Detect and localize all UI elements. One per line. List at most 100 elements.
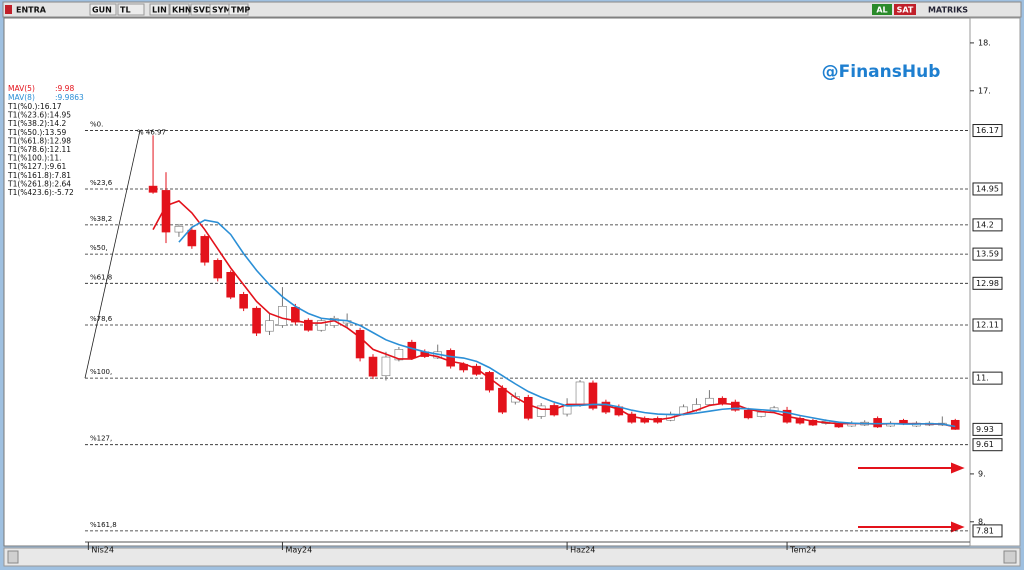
legend-value: :9.98 <box>55 84 74 93</box>
price-box <box>972 276 1003 290</box>
fib-label: %50, <box>90 244 108 252</box>
toolbar-button[interactable] <box>89 3 117 16</box>
toolbar-button-label[interactable]: TL <box>120 6 131 15</box>
fib-legend: T1(%50.):13.59 <box>7 128 66 137</box>
symbol[interactable]: ENTRA <box>16 6 47 15</box>
arrows <box>858 462 965 533</box>
fib-label: %0. <box>90 121 103 129</box>
candle-body <box>950 419 960 430</box>
candle-body <box>523 396 533 419</box>
fib-label: %78,6 <box>90 315 113 323</box>
candle-body <box>834 423 844 428</box>
toolbar-button-label[interactable]: KHN <box>172 6 192 15</box>
fib-label: %161,8 <box>90 521 117 529</box>
price-box <box>972 124 1003 138</box>
fib-legend: T1(%38.2):14.2 <box>7 119 66 128</box>
candle-body <box>536 405 546 417</box>
toolbar-button-label[interactable]: GUN <box>92 6 112 15</box>
candle-body <box>148 185 158 193</box>
fib-label: %61,8 <box>90 273 112 281</box>
y-tick-label: 17. <box>978 86 991 95</box>
candle-body <box>304 319 313 331</box>
price-box <box>972 524 1003 538</box>
candle-body <box>808 419 818 426</box>
candle-body <box>316 320 326 331</box>
scroll-left[interactable] <box>7 550 19 564</box>
toolbar-button-label[interactable]: SYM <box>212 6 232 15</box>
legend-value: :9.9863 <box>55 93 84 102</box>
candle-body <box>407 341 417 359</box>
price-box <box>972 247 1003 261</box>
last-price-box <box>972 422 1003 436</box>
toolbar-button[interactable] <box>117 3 145 16</box>
fib-label: %38,2 <box>90 215 112 223</box>
toolbar <box>2 1 1022 18</box>
candle-body <box>368 356 378 377</box>
toolbar-button[interactable] <box>228 3 249 16</box>
candle-body <box>498 387 507 413</box>
candle-body <box>756 411 766 417</box>
candle-body <box>174 226 184 233</box>
candle-body <box>213 260 223 279</box>
candle-body <box>575 381 585 405</box>
watermark: @FinansHub <box>822 62 941 82</box>
y-tick-label: 8. <box>978 517 986 526</box>
annotation: % 46.97 <box>137 129 166 137</box>
fib-legend: T1(%61.8):12.98 <box>7 136 71 145</box>
fib-label: %100, <box>90 368 112 376</box>
price-box-label: 14.2 <box>976 220 994 229</box>
price-box <box>972 218 1003 232</box>
x-tick-label: Haz24 <box>570 546 595 555</box>
price-box <box>972 371 1003 385</box>
fib-trend-line <box>84 130 141 379</box>
fib-legend: T1(%423.6):-5.72 <box>7 188 74 197</box>
price-box <box>972 182 1003 196</box>
candle-body <box>355 329 365 359</box>
fib-legend: T1(%78.6):12.11 <box>7 145 71 154</box>
brand: MATRIKS <box>928 6 968 15</box>
price-box-label: 12.11 <box>976 320 999 329</box>
y-tick-label: 18. <box>978 38 991 47</box>
candle-body <box>472 365 481 375</box>
candle-body <box>239 294 248 309</box>
arrow-head <box>951 462 965 474</box>
sell-label[interactable]: SAT <box>897 6 914 15</box>
y-tick-label: 9. <box>978 469 986 478</box>
scrollbar[interactable] <box>3 547 1021 567</box>
fib-legend: T1(%23.6):14.95 <box>7 111 71 120</box>
price-box-label: 14.95 <box>976 184 999 193</box>
sell-button[interactable] <box>894 4 916 15</box>
toolbar-button-label[interactable]: SVD <box>193 6 212 15</box>
toolbar-button[interactable] <box>169 3 190 16</box>
logo <box>5 5 12 14</box>
candle-body <box>291 306 300 323</box>
fib-legend: T1(%261.8):2.64 <box>7 179 71 188</box>
candle-body <box>743 409 753 419</box>
price-box <box>972 438 1003 452</box>
legend-name: MAV(5) <box>8 84 35 93</box>
buy-button[interactable] <box>872 4 892 15</box>
price-box-label: 11. <box>976 374 989 383</box>
candle-body <box>485 372 494 391</box>
toolbar-button[interactable] <box>149 3 170 16</box>
scroll-right[interactable] <box>1003 550 1017 564</box>
toolbar-button-label[interactable]: LIN <box>152 6 167 15</box>
candle-body <box>187 229 197 247</box>
candle-body <box>252 307 261 334</box>
candle-body <box>705 397 714 405</box>
price-box-label: 7.81 <box>976 526 994 535</box>
x-tick-label: Nis24 <box>91 546 114 555</box>
arrow-head <box>951 521 965 533</box>
price-box <box>972 318 1003 332</box>
toolbar-button-label[interactable]: TMP <box>231 6 250 15</box>
candle-body <box>549 405 559 416</box>
candle-body <box>265 320 274 332</box>
candle-body <box>873 418 882 428</box>
last-price-label: 9.93 <box>976 425 994 434</box>
candle-body <box>627 413 637 423</box>
x-tick-label: Tem24 <box>789 546 816 555</box>
candle-body <box>161 190 171 233</box>
price-box-label: 13.59 <box>976 250 999 259</box>
buy-label[interactable]: AL <box>876 6 887 15</box>
